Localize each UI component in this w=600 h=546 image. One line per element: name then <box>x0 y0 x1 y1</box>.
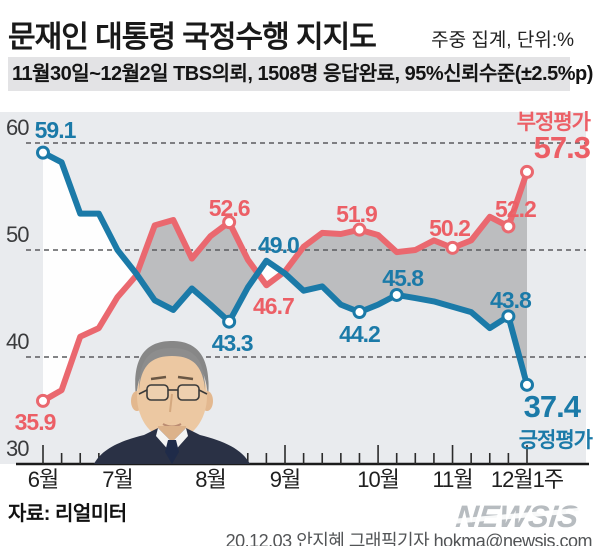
moon-jaein-photo <box>94 341 250 464</box>
page-title: 문재인 대통령 국정수행 지지도 <box>8 12 377 56</box>
data-source: 자료: 리얼미터 <box>8 503 127 525</box>
survey-info-bar: 11월30일~12월2일 TBS의뢰, 1508명 응답완료, 95%신뢰수준(… <box>8 57 593 91</box>
title-bold: 국정수행 지지도 <box>174 21 377 54</box>
credit-line: 20.12.03 안지혜 그래픽기자 hokma@newsis.com <box>225 531 593 546</box>
title-regular: 문재인 대통령 <box>8 21 176 54</box>
aggregation-note: 주중 집계, 단위:% <box>431 30 574 51</box>
